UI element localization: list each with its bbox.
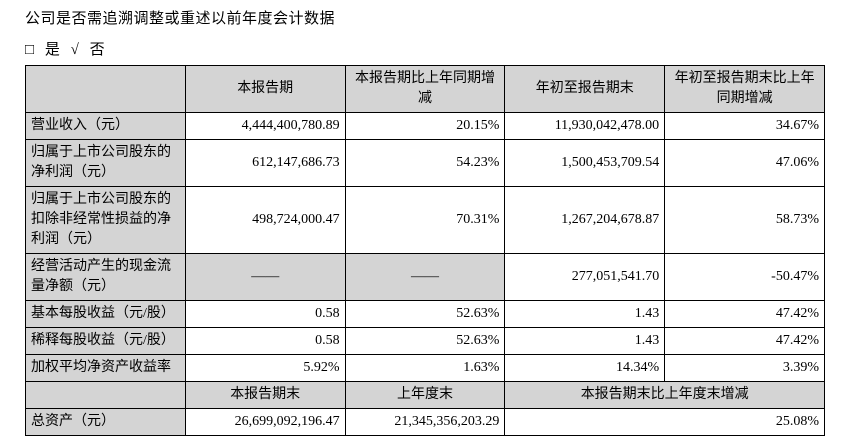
column-header-3: 年初至报告期末 [504, 65, 666, 113]
checkmark-icon: √ [70, 42, 79, 58]
row-label [25, 381, 186, 409]
table-cell: 70.31% [344, 186, 506, 254]
table-cell: 498,724,000.47 [184, 186, 346, 254]
column-header-0 [25, 65, 186, 113]
column-header-4: 年初至报告期末比上年同期增减 [664, 65, 825, 113]
table-cell: 58.73% [664, 186, 825, 254]
table-cell: 0.58 [184, 327, 346, 355]
period-end-header-row: 本报告期末 上年度末 本报告期末比上年度末增减 [25, 381, 825, 409]
table-cell: 5.92% [184, 354, 346, 382]
table-row: 加权平均净资产收益率 5.92% 1.63% 14.34% 3.39% [25, 354, 825, 382]
column-header-prior-year-end: 上年度末 [344, 381, 506, 409]
table-cell: 47.42% [664, 327, 825, 355]
table-cell: —— [344, 253, 506, 301]
column-header-1: 本报告期 [184, 65, 346, 113]
table-cell: 52.63% [344, 327, 506, 355]
table-cell: 1.63% [344, 354, 506, 382]
option-no-label: 否 [89, 42, 105, 58]
table-cell: 3.39% [664, 354, 825, 382]
table-cell: 34.67% [664, 112, 825, 140]
row-label: 归属于上市公司股东的扣除非经常性损益的净利润（元） [25, 186, 186, 254]
row-label: 经营活动产生的现金流量净额（元） [25, 253, 186, 301]
row-label: 总资产（元） [25, 408, 186, 436]
table-cell: 14.34% [504, 354, 666, 382]
row-label: 归属于上市公司股东的净利润（元） [25, 139, 186, 187]
table-row: 基本每股收益（元/股） 0.58 52.63% 1.43 47.42% [25, 300, 825, 328]
column-header-period-end: 本报告期末 [184, 381, 346, 409]
table-cell: 0.58 [184, 300, 346, 328]
table-row: 经营活动产生的现金流量净额（元） —— —— 277,051,541.70 -50.47… [25, 253, 825, 301]
table-cell: 1.43 [504, 300, 666, 328]
row-label: 加权平均净资产收益率 [25, 354, 186, 382]
table-cell: 26,699,092,196.47 [184, 408, 346, 436]
table-cell: 47.42% [664, 300, 825, 328]
table-row: 营业收入（元） 4,444,400,780.89 20.15% 11,930,042,… [25, 112, 825, 140]
table-cell: 47.06% [664, 139, 825, 187]
table-cell: 277,051,541.70 [504, 253, 666, 301]
option-yes-label: 是 [44, 42, 60, 58]
table-cell: 20.15% [344, 112, 506, 140]
table-header-row: 本报告期 本报告期比上年同期增减 年初至报告期末 年初至报告期末比上年同期增减 [25, 65, 825, 113]
table-cell: 52.63% [344, 300, 506, 328]
column-header-period-end-change: 本报告期末比上年度末增减 [504, 381, 825, 409]
checkbox-unchecked-icon: □ [25, 42, 35, 58]
row-label: 营业收入（元） [25, 112, 186, 140]
table-cell: 1,500,453,709.54 [504, 139, 666, 187]
table-row: 归属于上市公司股东的净利润（元） 612,147,686.73 54.23% 1,50… [25, 139, 825, 187]
table-row: 稀释每股收益（元/股） 0.58 52.63% 1.43 47.42% [25, 327, 825, 355]
table-cell: 1,267,204,678.87 [504, 186, 666, 254]
table-cell: 54.23% [344, 139, 506, 187]
table-cell: 21,345,356,203.29 [344, 408, 506, 436]
table-cell: 25.08% [504, 408, 825, 436]
column-header-2: 本报告期比上年同期增减 [344, 65, 506, 113]
table-cell: 11,930,042,478.00 [504, 112, 666, 140]
key-accounting-data-table: 本报告期 本报告期比上年同期增减 年初至报告期末 年初至报告期末比上年同期增减 营业收入… [25, 65, 825, 436]
table-cell: —— [184, 253, 346, 301]
table-row: 归属于上市公司股东的扣除非经常性损益的净利润（元） 498,724,000.47 7… [25, 186, 825, 254]
page-title: 公司是否需追溯调整或重述以前年度会计数据 [25, 11, 336, 27]
row-label: 稀释每股收益（元/股） [25, 327, 186, 355]
table-cell: 4,444,400,780.89 [184, 112, 346, 140]
table-cell: 612,147,686.73 [184, 139, 346, 187]
table-cell: -50.47% [664, 253, 825, 301]
row-label: 基本每股收益（元/股） [25, 300, 186, 328]
table-cell: 1.43 [504, 327, 666, 355]
restatement-option-line: □ 是 √ 否 [25, 40, 851, 60]
total-assets-row: 总资产（元） 26,699,092,196.47 21,345,356,203.29… [25, 408, 825, 436]
